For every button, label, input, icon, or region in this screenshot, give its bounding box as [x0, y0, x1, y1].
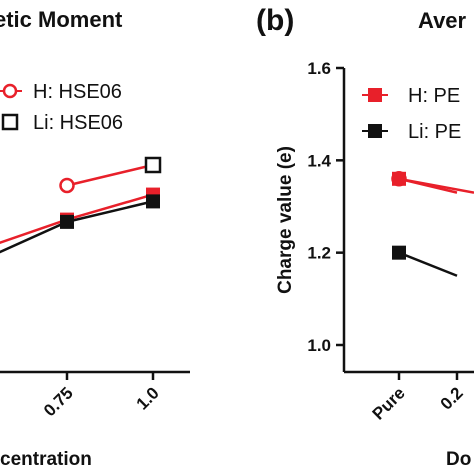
data-point-filled-square [392, 245, 406, 260]
panel-b: (b) Aver 1.0 1.2 1.4 1.6 Pure 0.2 Charge va… [256, 4, 474, 470]
legend-label: Li: HSE06 [33, 112, 123, 134]
y-tick-label: 1.6 [307, 59, 331, 78]
panel-a-x-tick-label: 1.0 [133, 383, 163, 413]
panel-a-plot-area [0, 156, 162, 254]
legend-marker-open-square [1, 113, 19, 131]
panel-b-y-axis-label: Charge value (e) [275, 146, 296, 294]
panel-a-x-tick-label: 0.75 [40, 383, 77, 420]
legend-label: H: PE [408, 85, 460, 107]
panel-b-plot-area [391, 171, 474, 277]
y-tick-label: 1.4 [307, 151, 331, 170]
series-line [398, 177, 474, 194]
panel-b-label: (b) [256, 4, 294, 37]
panel-a-x-axis-label: centration [0, 449, 92, 470]
legend-marker-filled-square [368, 88, 382, 102]
panel-a-legend: H: HSE06 Li: HSE06 [0, 81, 123, 134]
series-line [66, 163, 154, 187]
panel-b-title: Aver [418, 8, 467, 33]
panel-b-x-axis-label: Do [446, 449, 471, 470]
data-point-open-square [144, 156, 162, 174]
legend-label: H: HSE06 [33, 81, 122, 103]
legend-marker-open-circle [2, 83, 18, 99]
y-tick-label: 1.0 [307, 336, 331, 355]
legend-label: Li: PE [408, 121, 461, 143]
y-tick-label: 1.2 [307, 244, 331, 263]
panel-a-title: etic Moment [0, 7, 123, 32]
panel-b-x-tick-label: Pure [369, 383, 409, 423]
panel-b-x-tick-label: 0.2 [437, 383, 467, 413]
data-point-open-circle [59, 177, 75, 194]
series-line [398, 251, 458, 277]
legend-marker-filled-square [368, 124, 382, 138]
data-point-filled-square [392, 171, 406, 186]
series-line [0, 200, 154, 254]
panel-b-y-ticks: 1.0 1.2 1.4 1.6 [307, 59, 344, 355]
panel-b-legend: H: PE Li: PE [362, 85, 461, 143]
panel-a: etic Moment 0.75 1.0 centration H: HSE06… [0, 7, 190, 470]
data-point-filled-square [146, 194, 160, 209]
data-point-filled-square [60, 214, 74, 229]
